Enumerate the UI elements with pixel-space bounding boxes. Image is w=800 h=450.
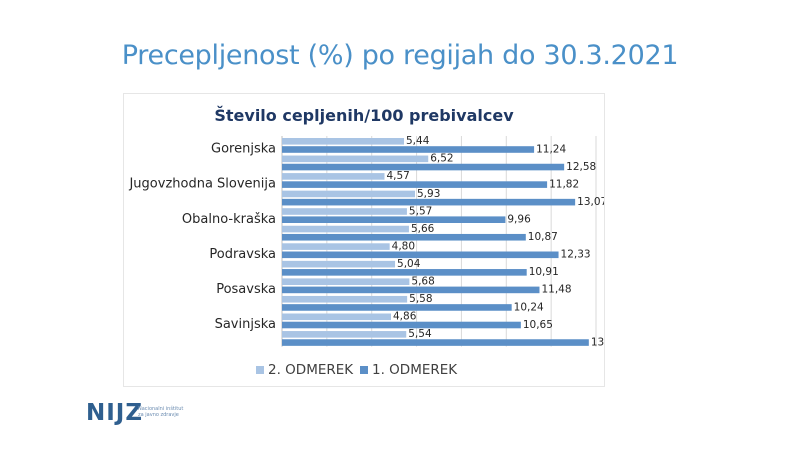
data-label: 4,80: [392, 240, 415, 252]
data-label: 13,68: [591, 336, 604, 348]
data-label: 5,66: [411, 223, 435, 235]
category-label: Podravska: [209, 247, 276, 262]
bar-odmerek-2: [282, 260, 396, 268]
bar-odmerek-1: [282, 146, 535, 153]
data-label: 10,91: [529, 266, 559, 278]
bar-odmerek-1: [282, 233, 526, 241]
bar-odmerek-2: [282, 295, 408, 303]
bar-odmerek-1: [282, 198, 576, 206]
logo-subtitle: Nacionalni inštitut za javno zdravje: [138, 406, 208, 418]
legend-swatch: [256, 366, 264, 374]
bar-odmerek-2: [282, 190, 416, 198]
bar-odmerek-1: [282, 181, 548, 188]
legend-swatch: [360, 366, 368, 374]
legend-label: 2. ODMEREK: [268, 362, 354, 378]
data-label: 4,86: [393, 311, 417, 323]
logo-wordmark: NIJZ: [86, 400, 144, 426]
bar-odmerek-1: [282, 216, 506, 223]
data-label: 10,65: [523, 319, 553, 331]
bar-odmerek-1: [282, 304, 512, 311]
category-label: Gorenjska: [211, 142, 276, 157]
bar-odmerek-1: [282, 163, 565, 171]
bar-odmerek-1: [282, 251, 559, 259]
bar-odmerek-2: [282, 243, 390, 250]
bar-odmerek-1: [282, 339, 589, 346]
data-label: 10,24: [514, 301, 544, 313]
data-label: 10,87: [528, 231, 558, 243]
data-label: 5,58: [409, 293, 432, 305]
chart-title: Število cepljenih/100 prebivalcev: [214, 106, 514, 125]
data-label: 11,48: [541, 284, 571, 296]
bar-odmerek-2: [282, 173, 385, 180]
slide-title: Precepljenost (%) po regijah do 30.3.202…: [121, 40, 679, 71]
data-label: 6,52: [430, 153, 453, 165]
data-label: 11,24: [536, 143, 566, 155]
bar-odmerek-2: [282, 138, 405, 145]
category-label: Obalno-kraška: [182, 212, 276, 227]
logo-line-1: Nacionalni inštitut: [138, 406, 184, 412]
bar-chart: Število cepljenih/100 prebivalcev 5,44 11,…: [128, 106, 604, 378]
data-label: 4,57: [386, 170, 409, 182]
category-label: Posavska: [216, 282, 276, 297]
bar-odmerek-1: [282, 321, 521, 329]
data-label: 5,54: [408, 328, 432, 340]
data-label: 12,33: [561, 249, 591, 261]
data-label: 11,82: [549, 178, 579, 190]
data-label: 13,07: [577, 196, 604, 208]
data-label: 5,68: [411, 276, 434, 288]
legend-label: 1. ODMEREK: [372, 362, 458, 378]
bar-odmerek-2: [282, 155, 429, 163]
category-label: Jugovzhodna Slovenija: [128, 177, 276, 192]
bar-odmerek-2: [282, 208, 407, 215]
bar-odmerek-1: [282, 269, 527, 276]
chart-panel: Število cepljenih/100 prebivalcev 5,44 11,…: [124, 94, 604, 386]
bar-odmerek-2: [282, 331, 407, 338]
data-label: 5,04: [397, 258, 421, 270]
data-label: 5,44: [406, 135, 430, 147]
bar-odmerek-2: [282, 225, 409, 233]
data-label: 5,93: [417, 188, 440, 200]
data-label: 9,96: [507, 214, 531, 226]
bar-odmerek-2: [282, 278, 410, 285]
bar-odmerek-2: [282, 313, 392, 321]
category-label: Savinjska: [215, 317, 276, 332]
data-label: 12,58: [566, 161, 596, 173]
logo-line-2: za javno zdravje: [138, 412, 179, 418]
bar-odmerek-1: [282, 286, 540, 294]
data-label: 5,57: [409, 205, 432, 217]
